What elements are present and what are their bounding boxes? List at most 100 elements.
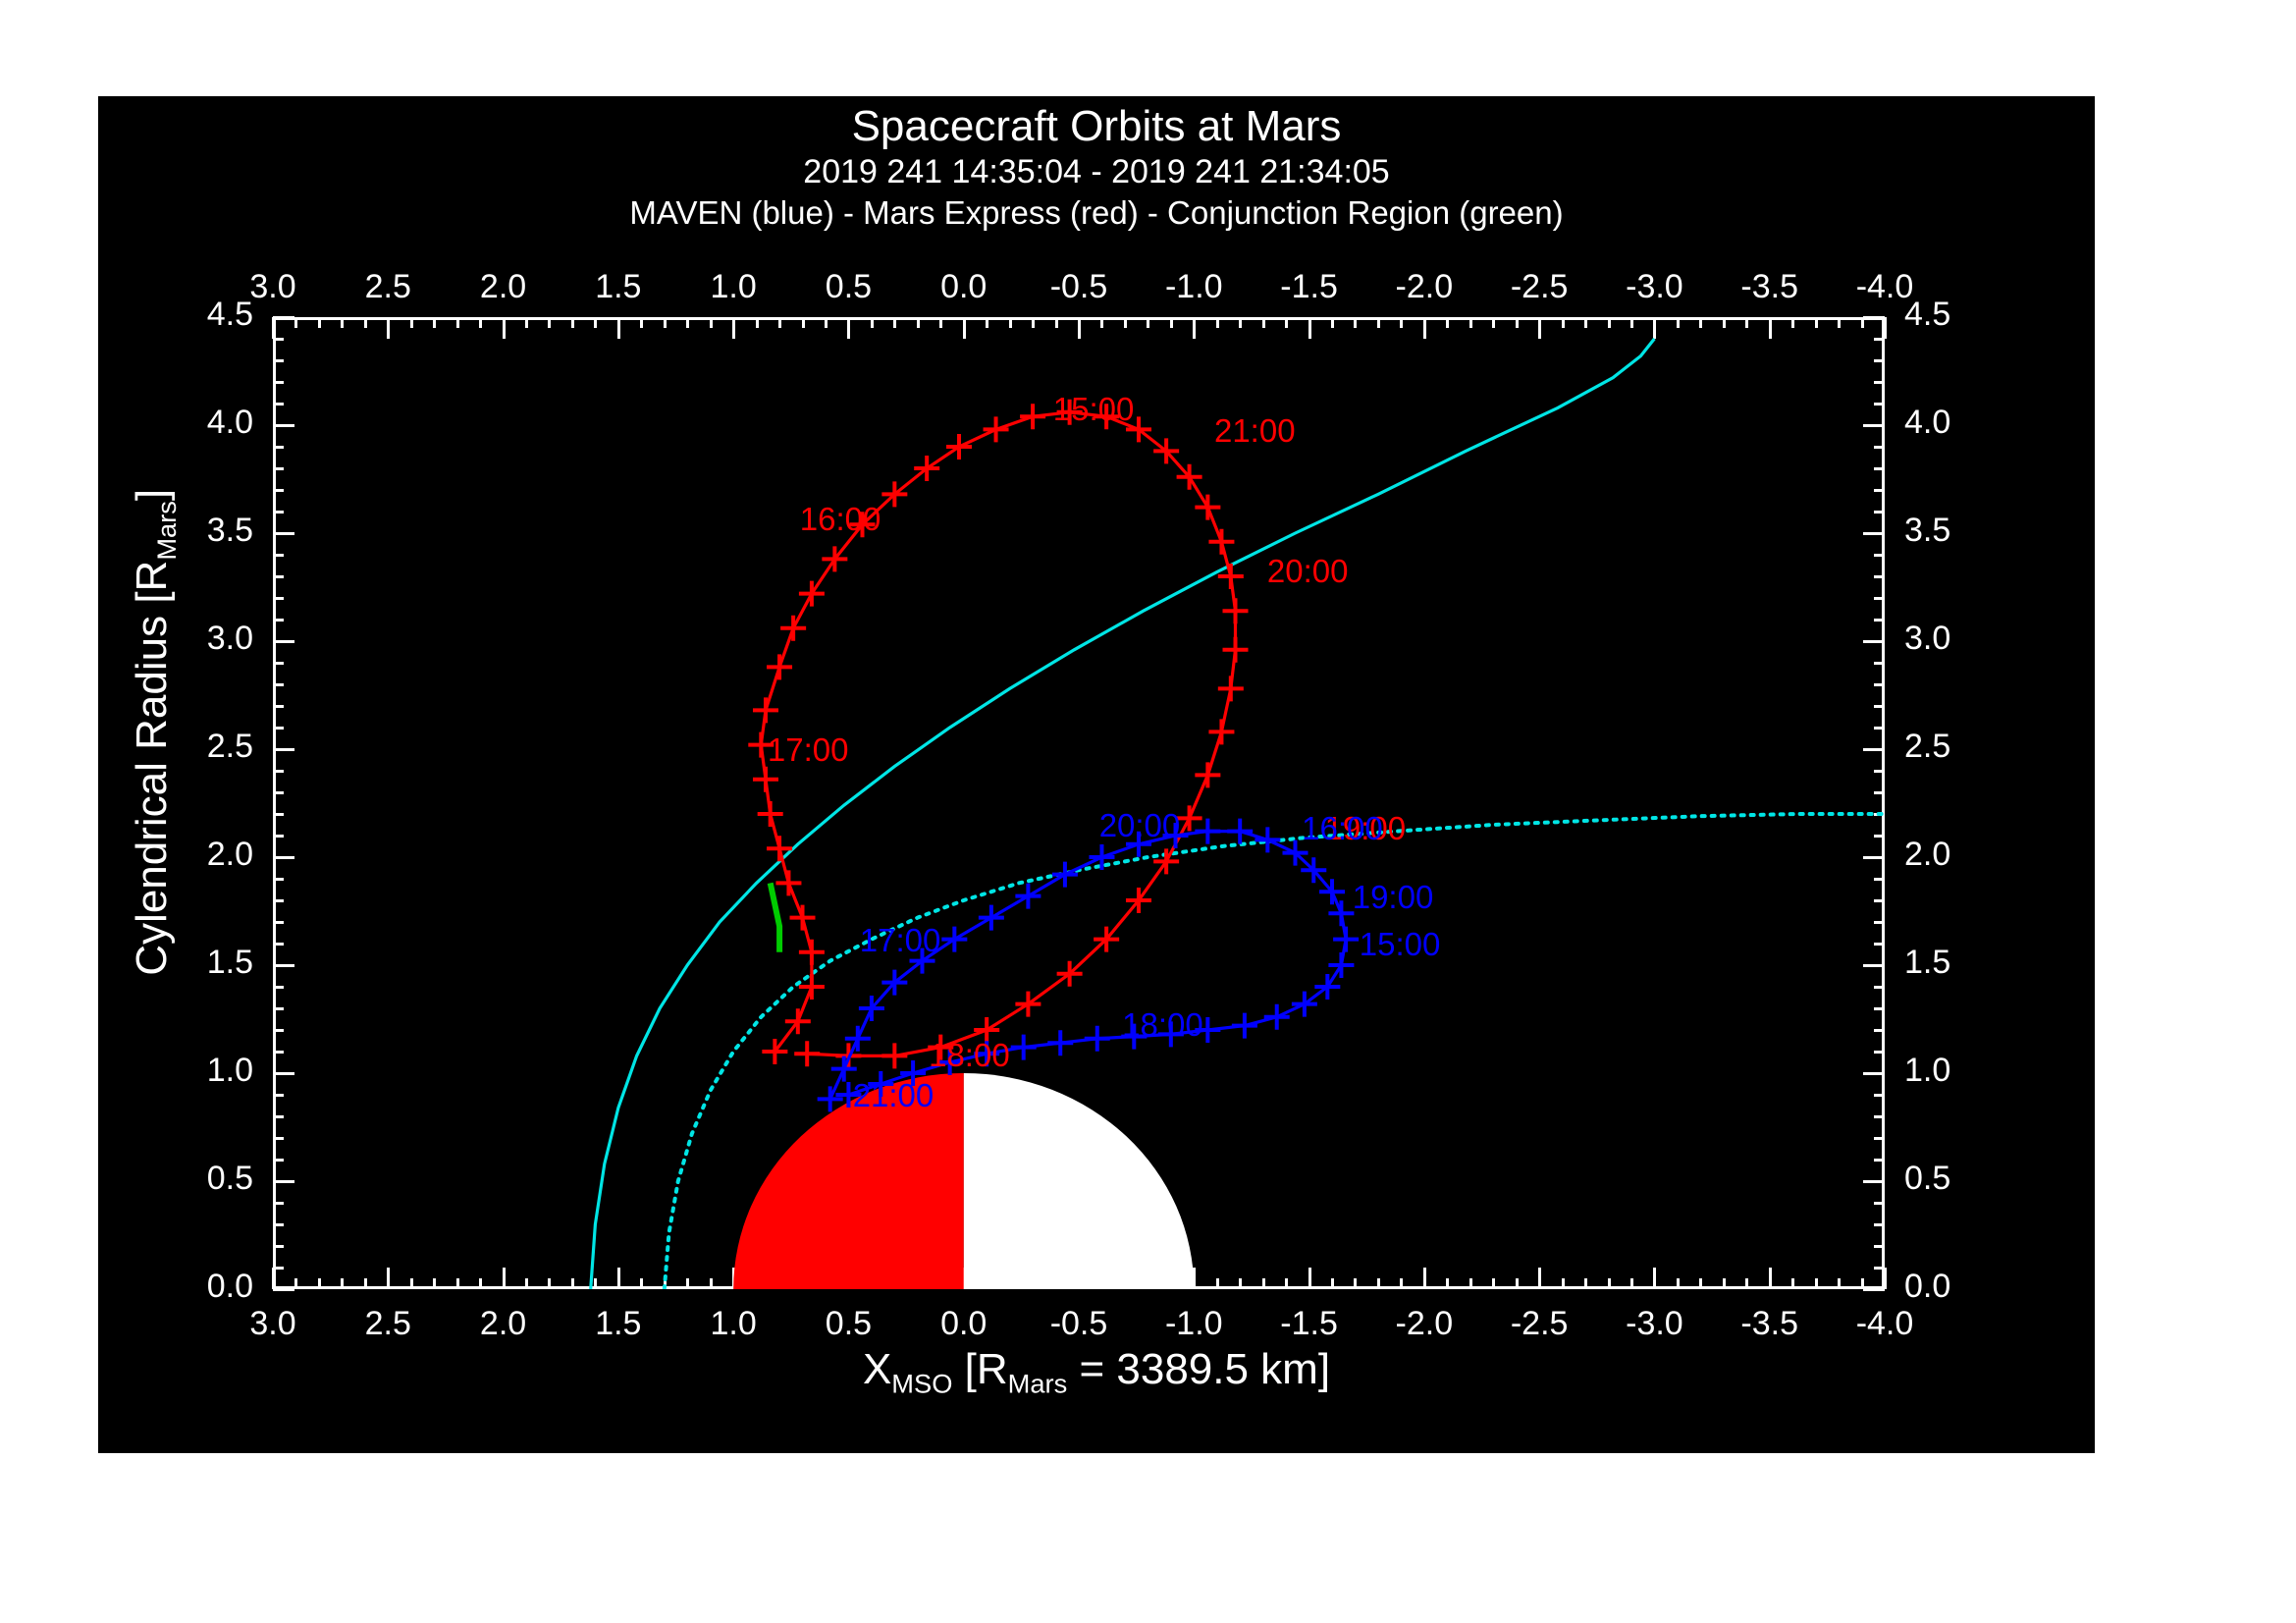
data-point-marker bbox=[1208, 719, 1235, 745]
series-line bbox=[589, 338, 1656, 1289]
y-axis-tick-label: 3.0 bbox=[1904, 620, 1951, 657]
x-axis-tick-label: 2.0 bbox=[479, 1305, 527, 1342]
axis-tick-major bbox=[502, 1268, 506, 1289]
axis-tick-minor bbox=[1699, 317, 1703, 328]
axis-tick-minor bbox=[273, 489, 284, 492]
data-point-marker bbox=[1208, 528, 1235, 555]
legend-caption: MAVEN (blue) - Mars Express (red) - Conj… bbox=[629, 194, 1564, 231]
data-point-marker bbox=[1195, 494, 1221, 520]
x-axis-tick-label: -2.0 bbox=[1395, 1305, 1454, 1342]
y-axis-tick-label: 0.0 bbox=[1904, 1268, 1951, 1305]
axis-tick-major bbox=[1422, 317, 1426, 339]
data-point-marker bbox=[1121, 1023, 1148, 1050]
data-point-marker bbox=[978, 904, 1004, 931]
axis-tick-minor bbox=[273, 921, 284, 924]
data-point-marker bbox=[817, 1086, 843, 1112]
data-point-marker bbox=[1153, 848, 1180, 875]
axis-tick-minor bbox=[1032, 317, 1036, 328]
data-point-marker bbox=[752, 766, 778, 792]
axis-tick-major bbox=[616, 317, 620, 339]
axis-tick-minor bbox=[273, 727, 284, 730]
axis-tick-minor bbox=[273, 446, 284, 449]
axis-tick-minor bbox=[273, 359, 284, 362]
axis-tick-minor bbox=[1874, 1267, 1885, 1270]
data-point-marker bbox=[881, 969, 908, 996]
data-point-marker bbox=[1227, 818, 1254, 844]
axis-tick-minor bbox=[870, 317, 874, 328]
axis-tick-minor bbox=[273, 791, 284, 794]
data-point-marker bbox=[1125, 888, 1151, 913]
axis-tick-minor bbox=[1874, 770, 1885, 773]
x-axis-tick-label: 1.5 bbox=[595, 1305, 642, 1342]
axis-tick-major bbox=[1884, 317, 1887, 339]
data-point-marker bbox=[752, 697, 778, 724]
axis-tick-minor bbox=[570, 317, 574, 328]
axis-tick-major bbox=[1768, 1268, 1772, 1289]
axis-tick-minor bbox=[273, 1094, 284, 1097]
mars-express-time-label: 21:00 bbox=[1213, 411, 1296, 449]
axis-tick-minor bbox=[1468, 317, 1472, 328]
maven-time-label: 21:00 bbox=[852, 1077, 934, 1114]
axis-tick-minor bbox=[1100, 317, 1104, 328]
x-axis-tick-label: -2.0 bbox=[1395, 268, 1454, 305]
data-point-marker bbox=[1153, 438, 1180, 464]
data-point-marker bbox=[1333, 926, 1360, 952]
y-axis-tick-label: 4.0 bbox=[1904, 404, 1951, 441]
data-point-marker bbox=[1263, 1003, 1290, 1030]
data-point-marker bbox=[1195, 1017, 1221, 1043]
axis-tick-major bbox=[616, 1268, 620, 1289]
axis-tick-major bbox=[1422, 1268, 1426, 1289]
data-point-marker bbox=[1282, 839, 1308, 866]
axis-tick-major bbox=[1863, 1072, 1885, 1075]
axis-tick-minor bbox=[709, 1278, 713, 1289]
axis-tick-minor bbox=[273, 467, 284, 470]
data-point-marker bbox=[794, 1041, 821, 1067]
data-point-marker bbox=[974, 1041, 1000, 1067]
axis-tick-major bbox=[502, 317, 506, 339]
axis-tick-minor bbox=[1446, 317, 1450, 328]
y-axis-tick-label: 3.0 bbox=[206, 620, 253, 657]
axis-tick-minor bbox=[1874, 1223, 1885, 1226]
data-point-marker bbox=[1047, 1030, 1074, 1056]
axis-tick-minor bbox=[1169, 317, 1173, 328]
axis-tick-minor bbox=[986, 317, 989, 328]
axis-tick-major bbox=[273, 964, 294, 967]
data-point-marker bbox=[1056, 960, 1083, 987]
axis-tick-minor bbox=[1874, 1007, 1885, 1010]
axis-tick-minor bbox=[273, 381, 284, 384]
axis-tick-minor bbox=[1123, 317, 1127, 328]
data-point-marker bbox=[881, 481, 908, 508]
data-point-marker bbox=[1162, 823, 1189, 848]
axis-tick-minor bbox=[1722, 1278, 1726, 1289]
axis-tick-minor bbox=[1492, 1278, 1496, 1289]
axis-tick-minor bbox=[1054, 317, 1058, 328]
y-axis-title-post: ] bbox=[128, 488, 177, 502]
orbit-plot-svg bbox=[589, 338, 1885, 1289]
data-point-marker bbox=[822, 546, 848, 572]
axis-tick-minor bbox=[1354, 1278, 1358, 1289]
axis-tick-major bbox=[1863, 424, 1885, 427]
axis-tick-minor bbox=[273, 1029, 284, 1032]
axis-tick-minor bbox=[1261, 317, 1265, 328]
mars-express-time-label: 18:00 bbox=[929, 1036, 1010, 1073]
axis-tick-major bbox=[1193, 317, 1197, 339]
maven-time-label: 18:00 bbox=[1122, 1005, 1203, 1043]
data-point-marker bbox=[1291, 991, 1317, 1017]
axis-tick-major bbox=[1653, 1268, 1657, 1289]
axis-tick-minor bbox=[273, 575, 284, 578]
axis-tick-minor bbox=[273, 597, 284, 600]
axis-tick-major bbox=[1653, 317, 1657, 339]
axis-tick-minor bbox=[1874, 943, 1885, 946]
x-axis-title-unit-sub: Mars bbox=[1007, 1368, 1068, 1399]
axis-tick-major bbox=[732, 317, 736, 339]
axis-tick-minor bbox=[1215, 1278, 1219, 1289]
axis-tick-minor bbox=[1874, 662, 1885, 665]
x-axis-tick-label: 2.0 bbox=[479, 268, 527, 305]
x-axis-tick-label: -1.0 bbox=[1164, 1305, 1223, 1342]
axis-tick-minor bbox=[1874, 921, 1885, 924]
axis-tick-minor bbox=[1814, 317, 1818, 328]
data-point-marker bbox=[1089, 844, 1115, 870]
x-axis-tick-label: 0.0 bbox=[940, 1305, 988, 1342]
data-point-marker bbox=[914, 456, 940, 481]
axis-tick-major bbox=[387, 1268, 391, 1289]
